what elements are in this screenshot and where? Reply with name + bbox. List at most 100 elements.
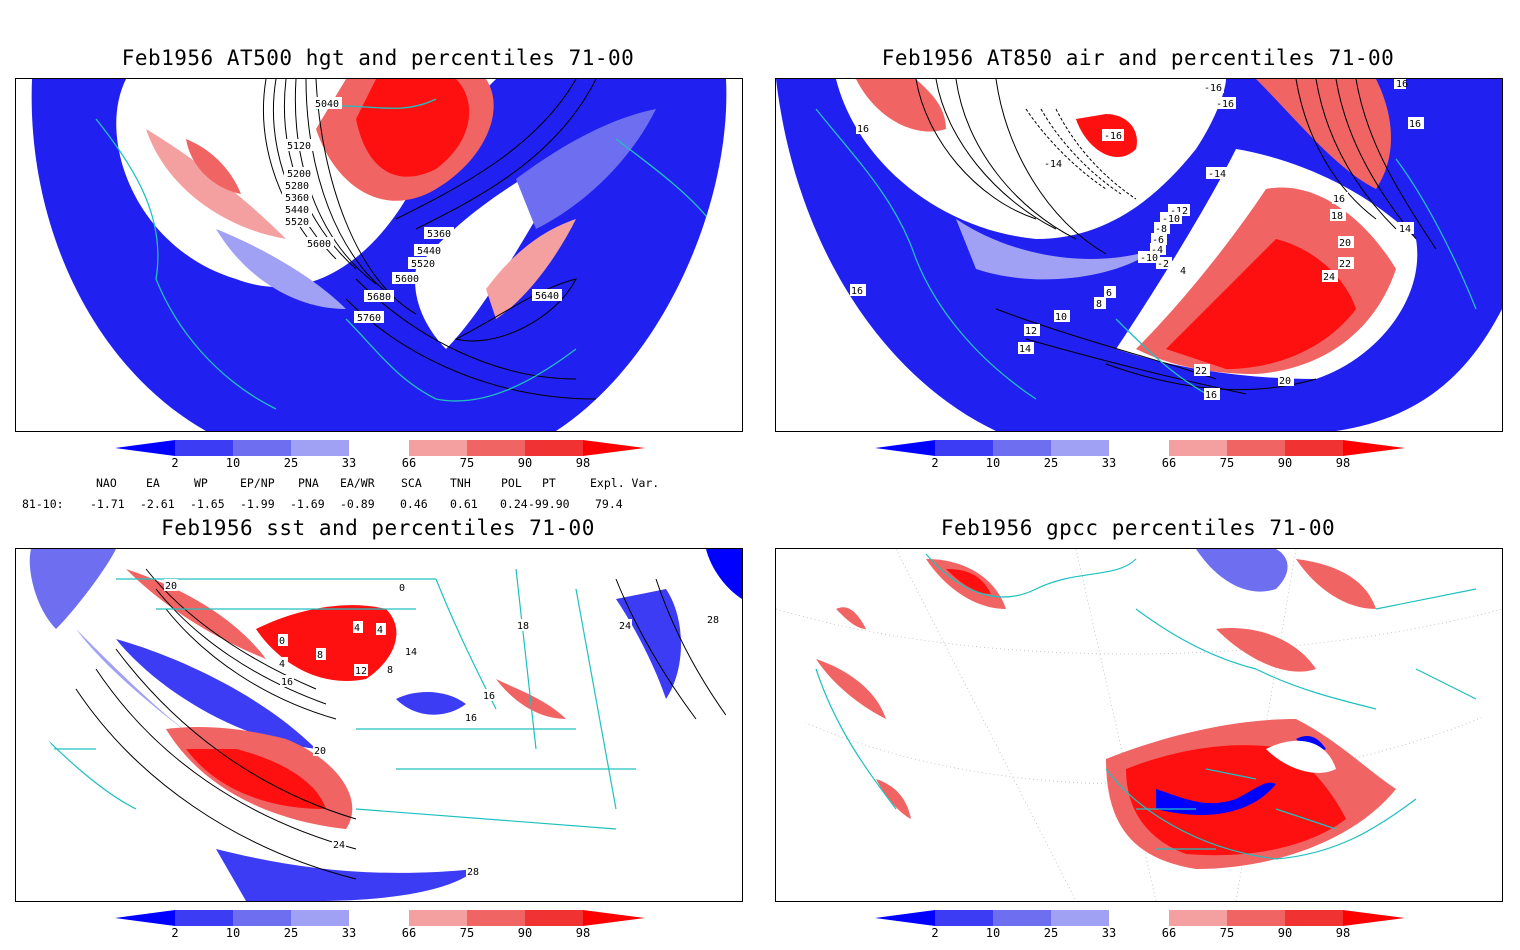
sst-label-17: 28 — [707, 615, 719, 626]
air-contour-labels: -16 -16 -16 16 16 -14 -14 -12 -10 -8 -6 … — [850, 79, 1424, 401]
cbar-tick: 33 — [1101, 456, 1117, 470]
sst-label-9: 4 — [377, 625, 383, 636]
air-label-22: 16 — [1333, 194, 1345, 205]
sst-label-3: 4 — [279, 659, 285, 670]
hgt-label-14: 5760 — [357, 313, 381, 324]
hgt-label-4: 5280 — [285, 181, 309, 192]
panel-title-gpcc: Feb1956 gpcc percentiles 71-00 — [940, 516, 1336, 540]
air-label-3: -16 — [1104, 131, 1122, 142]
cbar-tick: 2 — [171, 926, 179, 940]
sst-label-14: 20 — [314, 746, 326, 757]
air-label-7: -14 — [1044, 159, 1062, 170]
cbar-tick: 10 — [225, 926, 241, 940]
hgt-contour-labels: 5040 5120 5200 5280 5360 5440 5520 5600 … — [282, 97, 562, 324]
cbar-tick: 10 — [985, 456, 1001, 470]
cbar-tick: 98 — [575, 456, 591, 470]
cbar-tick: 98 — [575, 926, 591, 940]
air-label-9: -10 — [1162, 214, 1180, 225]
air-label-15: 4 — [1180, 266, 1186, 277]
panel-title-hgt: Feb1956 AT500 hgt and percentiles 71-00 — [121, 46, 635, 70]
idx-header-sca: SCA — [401, 476, 422, 490]
map-panel-gpcc — [775, 548, 1503, 902]
hgt-label-1: 5040 — [315, 99, 339, 110]
air-label-23: 18 — [1331, 211, 1343, 222]
idx-header-ea: EA — [146, 476, 160, 490]
air-label-14: -10 — [1140, 253, 1158, 264]
air-label-10: -8 — [1155, 224, 1167, 235]
air-label-1: -16 — [1204, 83, 1222, 94]
air-label-28: 14 — [1399, 224, 1411, 235]
idx-value-nao: -1.71 — [90, 497, 125, 511]
cbar-tick: 25 — [1043, 456, 1059, 470]
sst-label-18: 24 — [619, 621, 631, 632]
sst-label-7: 0 — [399, 583, 405, 594]
cbar-tick: 90 — [1277, 926, 1293, 940]
cbar-tick: 25 — [1043, 926, 1059, 940]
air-label-18: 10 — [1055, 312, 1067, 323]
hgt-label-10: 5440 — [417, 246, 441, 257]
air-label-26: 24 — [1323, 272, 1335, 283]
air-label-11: -6 — [1152, 235, 1164, 246]
cbar-tick: 10 — [225, 456, 241, 470]
colorbar-sst: 2 10 25 33 66 75 90 98 — [115, 910, 645, 950]
sst-label-10: 8 — [387, 665, 393, 676]
idx-header-wp: WP — [194, 476, 208, 490]
idx-value-pna: -1.69 — [290, 497, 325, 511]
idx-value-tnh: 0.61 — [450, 497, 478, 511]
air-label-6: -14 — [1208, 169, 1226, 180]
idx-header-pol: POL — [501, 476, 522, 490]
idx-value-pol: 0.24 — [500, 497, 528, 511]
air-label-24: 20 — [1339, 238, 1351, 249]
idx-value-pt: -99.90 — [528, 497, 570, 511]
cbar-tick: 2 — [171, 456, 179, 470]
cbar-tick: 75 — [459, 456, 475, 470]
cbar-tick: 33 — [341, 456, 357, 470]
panel-title-air: Feb1956 AT850 air and percentiles 71-00 — [881, 46, 1395, 70]
air-label-8: -12 — [1170, 206, 1188, 217]
idx-value-wp: -1.65 — [190, 497, 225, 511]
air-map: -16 -16 -16 16 16 -14 -14 -12 -10 -8 -6 … — [776, 79, 1502, 431]
idx-header-eawr: EA/WR — [340, 476, 375, 490]
idx-value-epnp: -1.99 — [240, 497, 275, 511]
sst-label-6: 16 — [281, 677, 293, 688]
sst-label-11: 14 — [405, 647, 417, 658]
cbar-tick: 10 — [985, 926, 1001, 940]
idx-value-explvar: 79.4 — [595, 497, 623, 511]
idx-header-epnp: EP/NP — [240, 476, 275, 490]
colorbar-air: 2 10 25 33 66 75 90 98 — [875, 440, 1405, 480]
sst-label-15: 24 — [333, 840, 345, 851]
gpcc-map — [776, 549, 1502, 901]
colorbar-hgt-swatches — [115, 440, 645, 456]
cbar-tick: 90 — [517, 456, 533, 470]
air-label-27: 16 — [1205, 390, 1217, 401]
map-panel-hgt: 5040 5120 5200 5280 5360 5440 5520 5600 … — [15, 78, 743, 432]
cbar-tick: 90 — [1277, 456, 1293, 470]
colorbar-hgt: 2 10 25 33 66 75 90 98 — [115, 440, 645, 480]
sst-label-13: 16 — [465, 713, 477, 724]
air-label-12: -4 — [1151, 245, 1163, 256]
cbar-tick: 98 — [1335, 926, 1351, 940]
air-label-31: 16 — [1396, 79, 1408, 90]
cbar-tick: 2 — [931, 456, 939, 470]
cbar-tick: 33 — [1101, 926, 1117, 940]
hgt-label-3: 5200 — [287, 169, 311, 180]
cbar-tick: 25 — [283, 926, 299, 940]
idx-header-pt: PT — [542, 476, 556, 490]
air-label-21: 16 — [851, 286, 863, 297]
hgt-label-9: 5360 — [427, 229, 451, 240]
cbar-tick: 98 — [1335, 456, 1351, 470]
hgt-label-2: 5120 — [287, 141, 311, 152]
cbar-tick: 33 — [341, 926, 357, 940]
panel-title-sst: Feb1956 sst and percentiles 71-00 — [161, 516, 595, 540]
air-label-29: 20 — [1279, 376, 1291, 387]
colorbar-sst-swatches — [115, 910, 645, 926]
idx-header-explvar: Expl. Var. — [590, 476, 660, 490]
hgt-label-11: 5520 — [411, 259, 435, 270]
air-label-30: 22 — [1195, 366, 1207, 377]
hgt-label-5: 5360 — [285, 193, 309, 204]
sst-label-16: 28 — [467, 867, 479, 878]
cbar-tick: 90 — [517, 926, 533, 940]
idx-header-tnh: TNH — [450, 476, 471, 490]
colorbar-gpcc: 2 10 25 33 66 75 90 98 — [875, 910, 1405, 950]
sst-map: 20 0 4 8 12 16 0 4 4 8 14 16 16 20 24 28… — [16, 549, 742, 901]
